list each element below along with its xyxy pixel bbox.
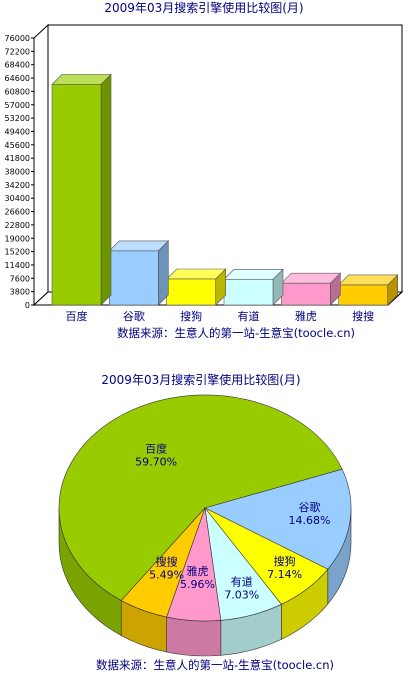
bar-chart-title: 2009年03月搜索引擎使用比较图(月): [104, 0, 303, 15]
pie-chart-title: 2009年03月搜索引擎使用比较图(月): [101, 372, 300, 387]
x-category-label: 雅虎: [295, 309, 317, 323]
pie-slice-value: 14.68%: [289, 514, 331, 527]
x-category-label: 百度: [66, 309, 88, 323]
bar-top-face: [280, 272, 342, 284]
pie-slice-value: 5.49%: [149, 568, 184, 581]
y-tick-label: 64600: [5, 74, 30, 83]
bar-chart-y-axis: 7600072200684006460060800570005320049400…: [5, 34, 34, 310]
pie-slice-value: 7.03%: [224, 588, 259, 601]
bar: [108, 240, 170, 306]
y-tick-label: 60800: [5, 87, 30, 96]
bar-chart-bars: [51, 73, 399, 306]
bar-chart: 2009年03月搜索引擎使用比较图(月) 7600072200684006460…: [5, 0, 404, 340]
bar: [51, 73, 112, 306]
bar-top-face: [223, 269, 284, 280]
y-tick-label: 68400: [5, 61, 30, 70]
bar-front-face: [166, 278, 216, 306]
y-tick-label: 76000: [5, 34, 30, 43]
bar: [223, 268, 284, 306]
bar-top-face: [165, 268, 227, 280]
bar: [280, 272, 342, 306]
bar-front-face: [51, 84, 102, 306]
pie-slice-value: 59.70%: [135, 456, 177, 469]
left-wall: [33, 23, 49, 307]
pie-chart-slices: [58, 394, 352, 657]
y-tick-label: 7600: [10, 274, 30, 283]
pie-slice-label: 搜搜: [156, 554, 178, 568]
y-tick-label: 49400: [5, 127, 30, 136]
frame-edge: [387, 291, 403, 306]
pie-slice: [204, 468, 352, 570]
x-category-label: 有道: [238, 309, 260, 323]
pie-slice-label: 谷歌: [299, 500, 321, 514]
bar-chart-source: 数据来源：生意人的第一站-生意宝(toocle.cn): [117, 326, 355, 340]
y-tick-label: 0: [25, 301, 30, 310]
y-tick-label: 45600: [5, 141, 30, 150]
bar-side-face: [100, 73, 112, 306]
y-tick-label: 41800: [5, 154, 30, 163]
bar-top-face: [337, 274, 399, 286]
y-tick-label: 3800: [10, 288, 30, 297]
pie-slice-label: 有道: [231, 574, 253, 588]
y-tick-label: 72200: [5, 47, 30, 56]
y-tick-label: 22800: [5, 221, 30, 230]
bar-top-face: [51, 74, 112, 85]
y-tick-label: 34200: [5, 181, 30, 190]
pie-slice: [120, 507, 206, 618]
pie-slice-value: 7.14%: [267, 568, 302, 581]
y-tick-label: 38000: [5, 168, 30, 177]
y-tick-label: 53200: [5, 114, 30, 123]
pie-slice-label: 百度: [145, 442, 167, 456]
y-tick-label: 30400: [5, 194, 30, 203]
y-tick-label: 11400: [5, 261, 30, 270]
bar: [165, 268, 227, 306]
bar-chart-x-axis: 百度 谷歌 搜狗 有道 雅虎 搜搜: [66, 309, 375, 323]
y-tick-label: 26600: [5, 208, 30, 217]
bar-top-face: [108, 240, 170, 252]
pie-chart-source: 数据来源：生意人的第一站-生意宝(toocle.cn): [96, 658, 334, 672]
pie-chart: 2009年03月搜索引擎使用比较图(月) 百度59.70%谷歌14.68%搜狗7…: [58, 372, 352, 672]
pie-slice-side: [166, 616, 222, 657]
bar-front-face: [223, 279, 274, 306]
bar-side-face: [158, 240, 169, 306]
pie-slice-label: 搜狗: [274, 554, 296, 568]
y-tick-label: 19000: [5, 234, 30, 243]
pie-slice: [58, 394, 343, 601]
y-tick-label: 15200: [5, 248, 30, 257]
y-tick-label: 57000: [5, 101, 30, 110]
x-category-label: 搜搜: [352, 309, 374, 323]
bar-front-face: [338, 284, 388, 306]
bar-front-face: [109, 250, 159, 306]
bar: [337, 274, 399, 306]
pie-slice-label: 雅虎: [187, 564, 209, 578]
x-category-label: 搜狗: [180, 309, 202, 323]
pie-slice-value: 5.96%: [180, 578, 215, 591]
x-category-label: 谷歌: [123, 309, 145, 323]
bar-front-face: [281, 282, 331, 306]
